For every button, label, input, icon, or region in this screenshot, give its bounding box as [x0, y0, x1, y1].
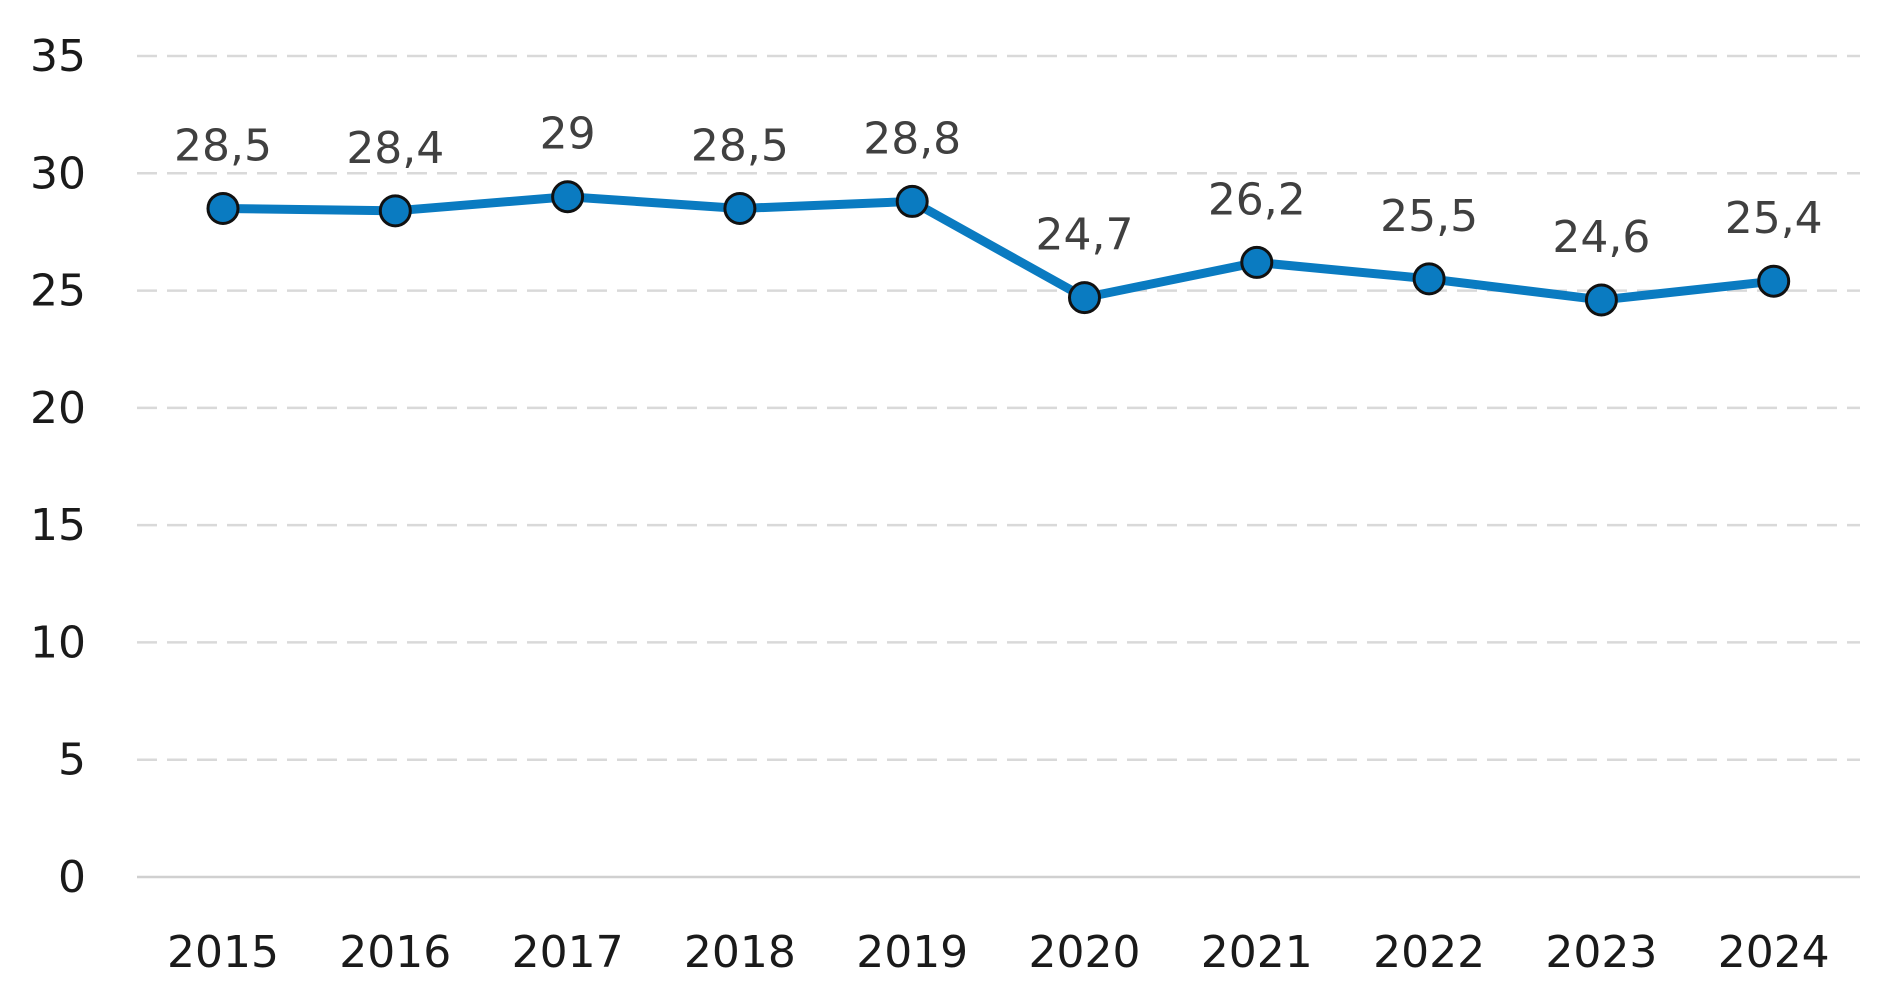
- y-tick-label: 10: [30, 617, 86, 668]
- data-point: [551, 180, 585, 214]
- x-tick-label: 2020: [1029, 927, 1141, 978]
- data-point: [1757, 264, 1791, 298]
- x-tick-label: 2019: [856, 927, 968, 978]
- data-label: 29: [540, 109, 596, 160]
- x-tick-label: 2016: [339, 927, 451, 978]
- data-point: [895, 184, 929, 218]
- x-tick-label: 2022: [1373, 927, 1485, 978]
- y-tick-label: 15: [30, 500, 86, 551]
- x-tick-label: 2018: [684, 927, 796, 978]
- data-point: [1412, 262, 1446, 296]
- data-label: 28,5: [174, 120, 272, 171]
- x-tick-label: 2024: [1718, 927, 1830, 978]
- data-point: [1584, 283, 1618, 317]
- grid-lines: [137, 54, 1860, 879]
- data-label: 24,7: [1036, 210, 1134, 261]
- y-tick-label: 35: [30, 31, 86, 82]
- data-point: [1240, 245, 1274, 279]
- data-label: 25,5: [1380, 191, 1478, 242]
- data-label: 28,8: [863, 113, 961, 164]
- data-label: 26,2: [1208, 174, 1306, 225]
- data-labels: 28,5 28,4 29 28,5 28,8 24,7 26,2 25,5 24,6 25,4: [174, 109, 1823, 263]
- y-tick-label: 25: [30, 266, 86, 317]
- y-tick-label: 30: [30, 148, 86, 199]
- data-label: 25,4: [1725, 193, 1823, 244]
- series-line: [218, 192, 1779, 305]
- x-axis-ticks: 2015 2016 2017 2018 2019 2020 2021 2022 2023 2024: [167, 927, 1830, 978]
- series: [206, 180, 1791, 317]
- x-tick-label: 2023: [1545, 927, 1657, 978]
- data-label: 28,5: [691, 120, 789, 171]
- data-point: [206, 191, 240, 225]
- y-tick-label: 20: [30, 383, 86, 434]
- data-point: [1068, 281, 1101, 315]
- x-tick-label: 2021: [1201, 927, 1313, 978]
- x-tick-label: 2015: [167, 927, 279, 978]
- x-tick-label: 2017: [512, 927, 624, 978]
- data-point: [378, 194, 412, 228]
- data-label: 28,4: [346, 123, 444, 174]
- y-tick-label: 0: [58, 852, 86, 903]
- y-axis-ticks: 0 5 10 15 20 25 30 35: [30, 31, 86, 903]
- data-point: [723, 191, 757, 225]
- y-tick-label: 5: [58, 735, 86, 786]
- data-label: 24,6: [1552, 212, 1650, 263]
